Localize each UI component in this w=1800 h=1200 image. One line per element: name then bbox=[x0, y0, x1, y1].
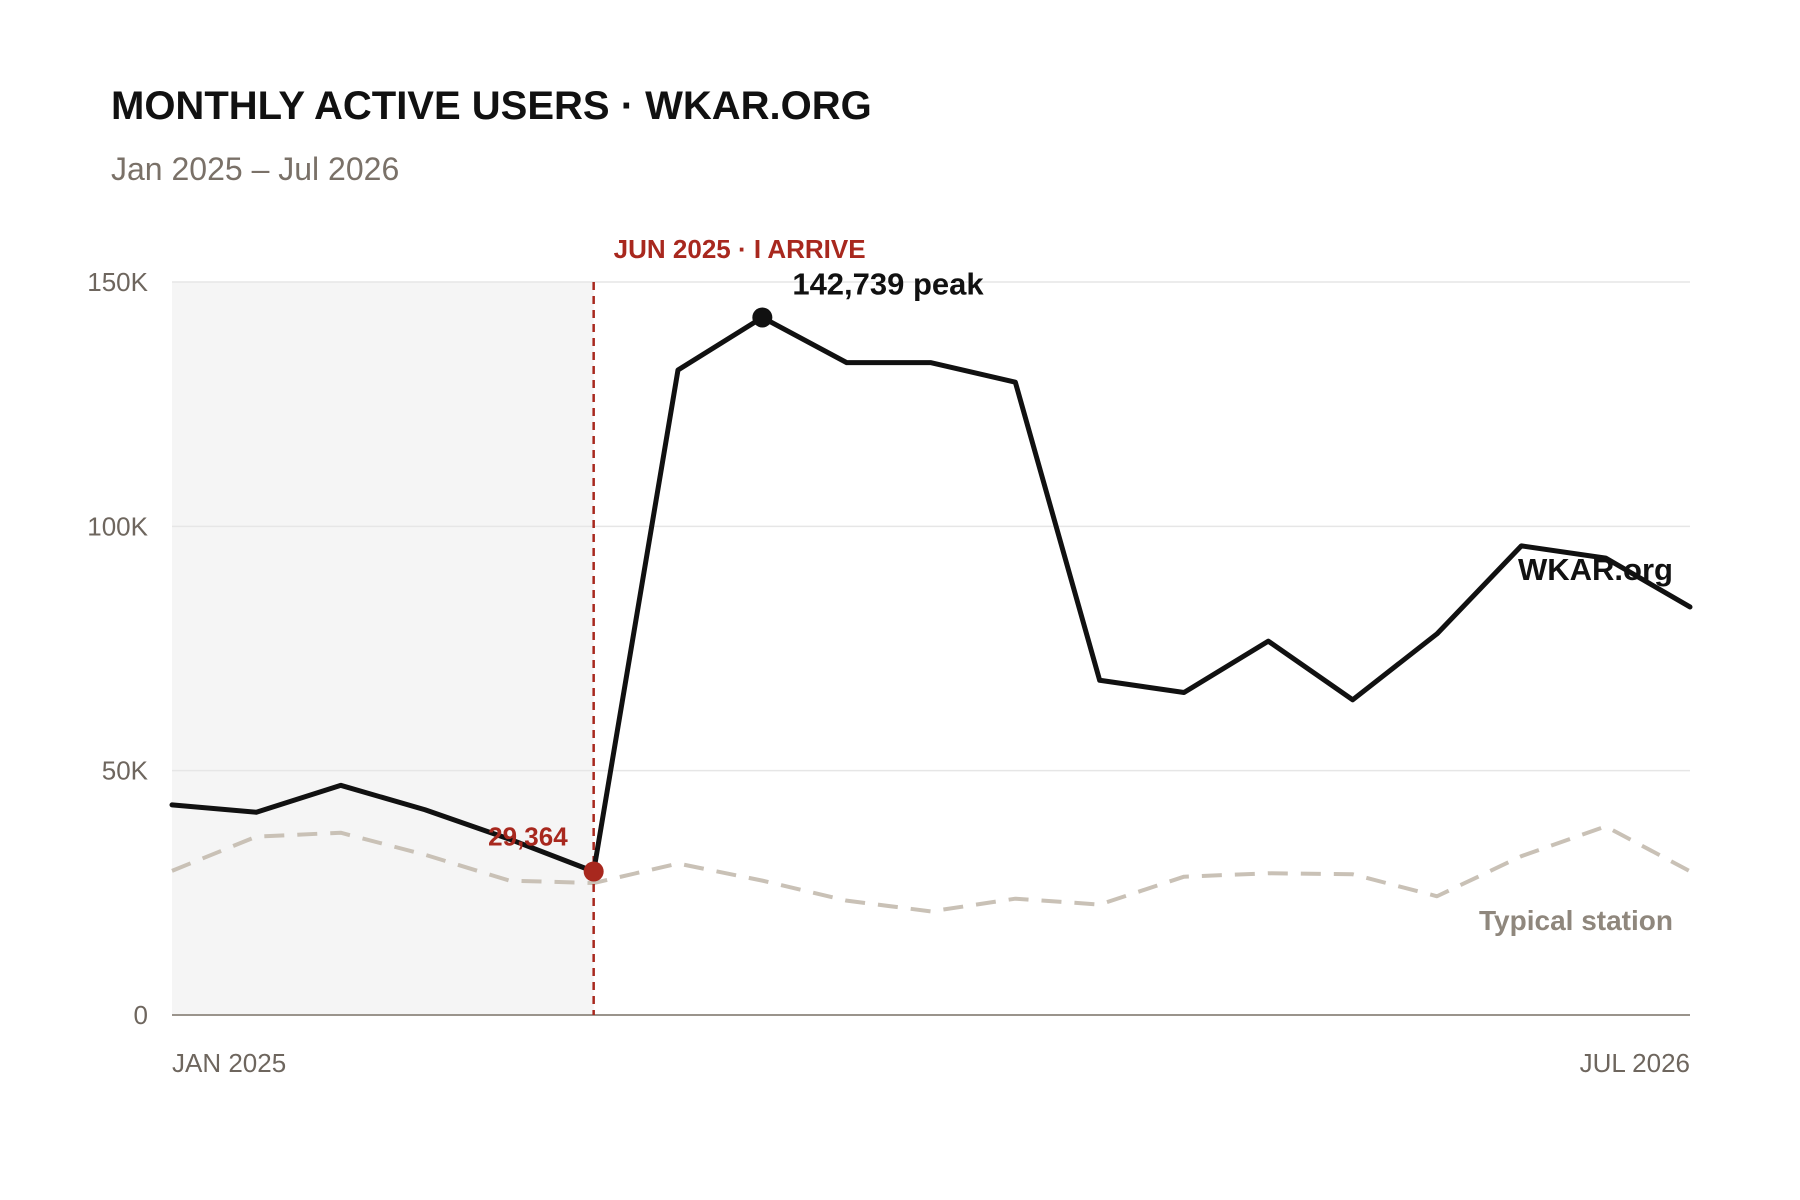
arrival-value-point bbox=[583, 861, 604, 882]
chart-subtitle: Jan 2025 – Jul 2026 bbox=[111, 151, 399, 187]
x-tick-label-start: JAN 2025 bbox=[172, 1048, 286, 1078]
y-tick-label: 50K bbox=[102, 756, 149, 786]
series-line-wkar bbox=[169, 314, 1693, 875]
arrival-annotation-label: JUN 2025 · I ARRIVE bbox=[614, 234, 866, 264]
y-tick-label: 150K bbox=[87, 267, 148, 297]
series-label-typical-station: Typical station bbox=[1479, 905, 1673, 936]
peak-label: 142,739 peak bbox=[792, 266, 984, 301]
peak-point bbox=[752, 307, 773, 328]
x-tick-label-end: JUL 2026 bbox=[1580, 1048, 1690, 1078]
series-label-wkar: WKAR.org bbox=[1518, 552, 1673, 587]
series-line-typical-station bbox=[171, 824, 1691, 914]
y-tick-label: 100K bbox=[87, 511, 148, 541]
y-tick-label: 0 bbox=[134, 1000, 148, 1030]
chart-title: MONTHLY ACTIVE USERS · WKAR.ORG bbox=[111, 84, 872, 128]
arrival-value-label: 29,364 bbox=[488, 822, 568, 852]
pre-arrival-shaded-region bbox=[172, 282, 594, 1015]
plot-area: 0 50K 100K 150K JAN 2025 JUL 2026 JUN 2025 · I… bbox=[87, 234, 1693, 1078]
